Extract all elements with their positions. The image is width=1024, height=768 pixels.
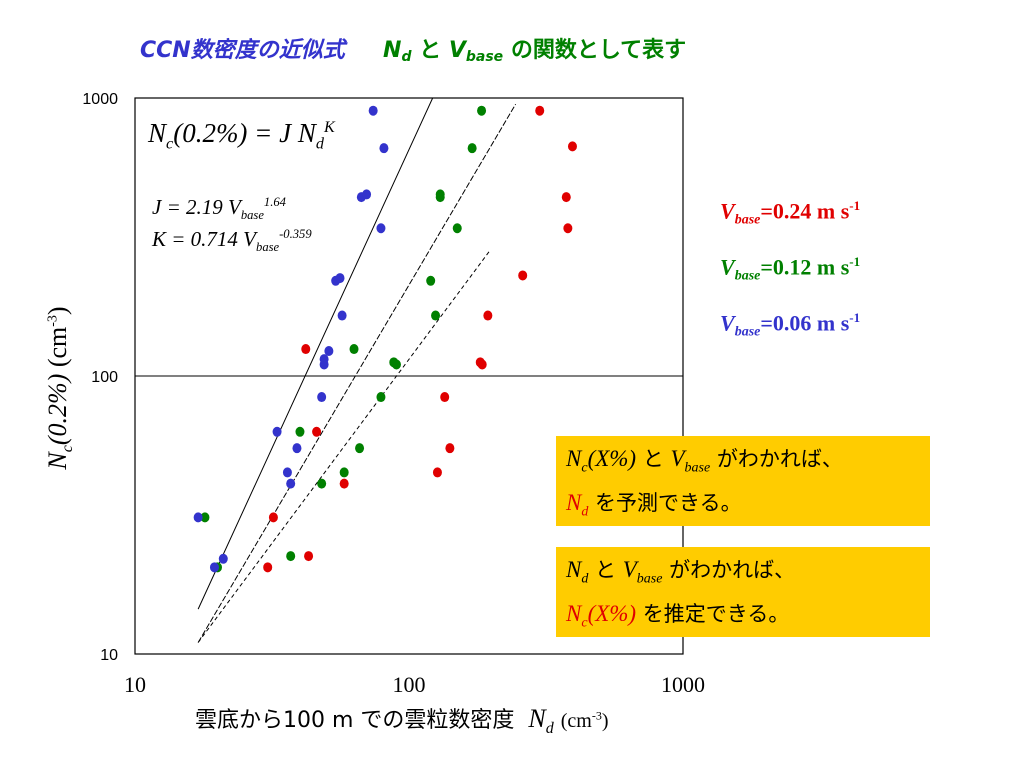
data-point-s2-9 bbox=[319, 354, 329, 365]
data-point-s1-15 bbox=[452, 223, 462, 234]
legend-vbase-024: Vbase=0.24 m s-1 bbox=[720, 198, 861, 228]
data-point-s0-10 bbox=[477, 359, 487, 370]
data-point-s2-15 bbox=[362, 189, 372, 200]
note1-line1: Nc(X%) と Vbase がわかれば、 bbox=[566, 446, 843, 476]
data-point-s1-3 bbox=[295, 426, 305, 437]
data-point-s1-16 bbox=[467, 143, 477, 154]
data-point-s1-7 bbox=[355, 443, 365, 454]
fit-line-0 bbox=[197, 97, 434, 610]
data-point-s1-2 bbox=[286, 551, 296, 562]
formula-k: K = 0.714 Vbase-0.359 bbox=[152, 227, 312, 255]
data-point-s2-16 bbox=[368, 105, 378, 116]
data-point-s0-12 bbox=[518, 270, 528, 281]
data-point-s0-7 bbox=[440, 392, 450, 403]
data-point-s0-15 bbox=[563, 223, 573, 234]
data-point-s1-17 bbox=[477, 105, 487, 116]
y-tick-label-1: 100 bbox=[91, 369, 118, 386]
note1-line2: Nd を予測できる。 bbox=[566, 489, 742, 520]
y-tick-label-2: 1000 bbox=[82, 91, 118, 108]
note-box-estimate: Nd と Vbase がわかれば、 Nc(X%) を推定できる。 bbox=[556, 547, 930, 637]
data-point-s0-13 bbox=[535, 105, 545, 116]
data-point-s2-4 bbox=[282, 467, 292, 478]
data-point-s0-4 bbox=[312, 426, 322, 437]
data-point-s0-2 bbox=[304, 551, 314, 562]
data-point-s2-7 bbox=[317, 392, 327, 403]
data-point-s0-1 bbox=[268, 512, 278, 523]
data-point-s0-0 bbox=[263, 562, 273, 573]
chart-title: CCN数密度の近似式 Nd と Vbase の関数として表す bbox=[140, 32, 686, 65]
title-nd: Nd bbox=[383, 38, 412, 65]
note2-line1: Nd と Vbase がわかれば、 bbox=[566, 557, 796, 587]
data-point-s2-3 bbox=[272, 426, 282, 437]
data-point-s2-1 bbox=[209, 562, 219, 573]
fit-line-2 bbox=[197, 251, 490, 643]
data-point-s1-12 bbox=[431, 310, 441, 321]
x-axis-label: 雲底から100 m での雲粒数密度 Nd (cm-3) bbox=[195, 704, 609, 738]
note-box-predict: Nc(X%) と Vbase がわかれば、 Nd を予測できる。 bbox=[556, 436, 930, 526]
data-point-s1-8 bbox=[376, 392, 386, 403]
tick-labels: 10 100 1000 10 100 1000 bbox=[82, 91, 705, 697]
data-point-s2-0 bbox=[193, 512, 203, 523]
data-point-s2-12 bbox=[335, 273, 345, 284]
data-point-s0-8 bbox=[445, 443, 455, 454]
data-point-s0-11 bbox=[483, 310, 493, 321]
legend-vbase-012: Vbase=0.12 m s-1 bbox=[720, 254, 861, 284]
y-axis-label: Nc(0.2%) (cm-3) bbox=[42, 306, 77, 470]
data-point-s2-17 bbox=[376, 223, 386, 234]
data-point-s1-10 bbox=[391, 359, 401, 370]
data-point-s0-14 bbox=[561, 192, 571, 203]
note2-line2: Nc(X%) を推定できる。 bbox=[566, 600, 790, 631]
formula-main: Nc(0.2%) = J NdK bbox=[148, 118, 335, 153]
formula-j: J = 2.19 Vbase1.64 bbox=[152, 195, 286, 223]
title-vbase: Vbase bbox=[448, 38, 504, 65]
x-tick-label-1: 100 bbox=[393, 672, 426, 697]
data-points bbox=[193, 105, 577, 573]
title-part2: の関数として表す bbox=[510, 38, 687, 63]
data-point-s2-10 bbox=[324, 346, 334, 357]
data-point-s1-4 bbox=[317, 478, 327, 489]
data-point-s2-6 bbox=[292, 443, 302, 454]
title-conj: と bbox=[419, 38, 442, 63]
data-point-s2-13 bbox=[337, 310, 347, 321]
data-point-s0-6 bbox=[432, 467, 442, 478]
x-tick-label-0: 10 bbox=[124, 672, 146, 697]
data-point-s1-14 bbox=[435, 192, 445, 203]
data-point-s1-6 bbox=[349, 344, 359, 355]
title-part1: CCN数密度の近似式 bbox=[140, 38, 345, 63]
data-point-s2-2 bbox=[218, 553, 228, 564]
fit-line-1 bbox=[197, 103, 517, 643]
data-point-s0-5 bbox=[339, 478, 349, 489]
data-point-s0-16 bbox=[567, 141, 577, 152]
x-tick-label-2: 1000 bbox=[661, 672, 705, 697]
data-point-s1-0 bbox=[200, 512, 210, 523]
legend-vbase-006: Vbase=0.06 m s-1 bbox=[720, 310, 861, 340]
data-point-s0-3 bbox=[301, 344, 311, 355]
y-tick-label-0: 10 bbox=[100, 647, 118, 664]
data-point-s1-5 bbox=[339, 467, 349, 478]
data-point-s2-5 bbox=[286, 478, 296, 489]
data-point-s2-18 bbox=[379, 143, 389, 154]
fit-lines bbox=[197, 97, 517, 643]
data-point-s1-11 bbox=[426, 275, 436, 286]
